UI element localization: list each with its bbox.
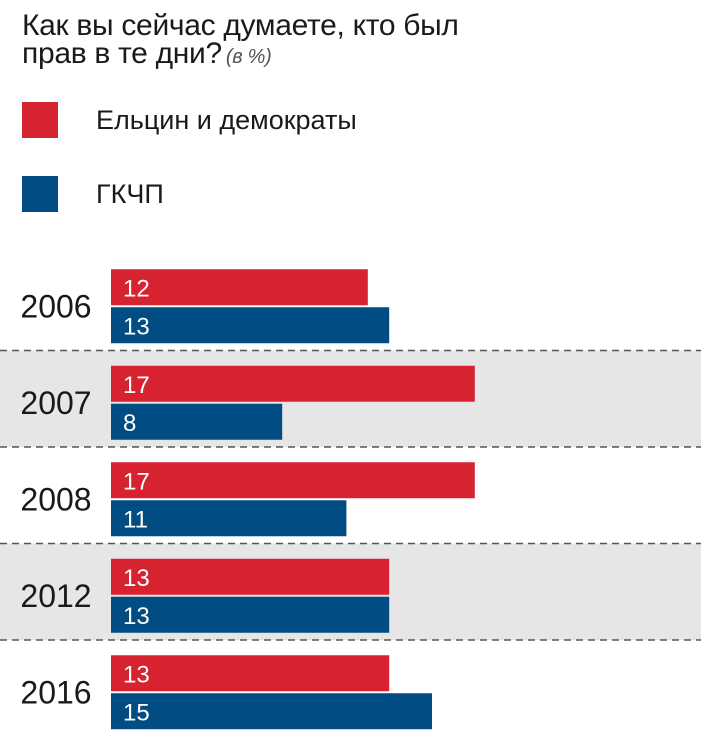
bar-2006-series-1 bbox=[111, 307, 390, 344]
year-label-2007: 2007 bbox=[20, 385, 91, 421]
bar-2016-series-0 bbox=[111, 655, 390, 692]
value-label-2012-series-0: 13 bbox=[123, 565, 150, 592]
legend-item-yeltsin: Ельцин и демократы bbox=[22, 102, 357, 138]
bar-2007-series-1 bbox=[111, 403, 283, 440]
value-label-2007-series-0: 17 bbox=[123, 372, 150, 399]
legend-swatch-blue bbox=[22, 176, 58, 212]
unit-label: (в %) bbox=[225, 46, 272, 68]
title-line-1: Как вы сейчас думаете, кто был bbox=[22, 9, 459, 42]
value-label-2016-series-1: 15 bbox=[123, 699, 150, 726]
title-line-2: прав в те дни? bbox=[22, 37, 222, 70]
value-label-2006-series-0: 12 bbox=[123, 275, 150, 302]
value-label-2012-series-1: 13 bbox=[123, 603, 150, 630]
legend-label-yeltsin: Ельцин и демократы bbox=[96, 104, 357, 135]
year-label-2016: 2016 bbox=[20, 674, 91, 710]
bar-2008-series-0 bbox=[111, 462, 475, 499]
bar-2006-series-0 bbox=[111, 269, 368, 306]
bar-2008-series-1 bbox=[111, 500, 347, 537]
bar-2012-series-1 bbox=[111, 596, 390, 633]
value-label-2007-series-1: 8 bbox=[123, 410, 136, 437]
legend-item-gkchp: ГКЧП bbox=[22, 176, 164, 212]
year-label-2012: 2012 bbox=[20, 578, 91, 614]
bar-2012-series-0 bbox=[111, 558, 390, 595]
legend-swatch-red bbox=[22, 102, 58, 138]
year-label-2008: 2008 bbox=[20, 481, 91, 517]
legend-label-gkchp: ГКЧП bbox=[96, 178, 164, 209]
bar-2016-series-1 bbox=[111, 693, 432, 730]
bar-2007-series-0 bbox=[111, 365, 475, 402]
year-label-2006: 2006 bbox=[20, 288, 91, 324]
value-label-2016-series-0: 13 bbox=[123, 661, 150, 688]
value-label-2006-series-1: 13 bbox=[123, 313, 150, 340]
value-label-2008-series-0: 17 bbox=[123, 468, 150, 495]
value-label-2008-series-1: 11 bbox=[123, 506, 148, 533]
